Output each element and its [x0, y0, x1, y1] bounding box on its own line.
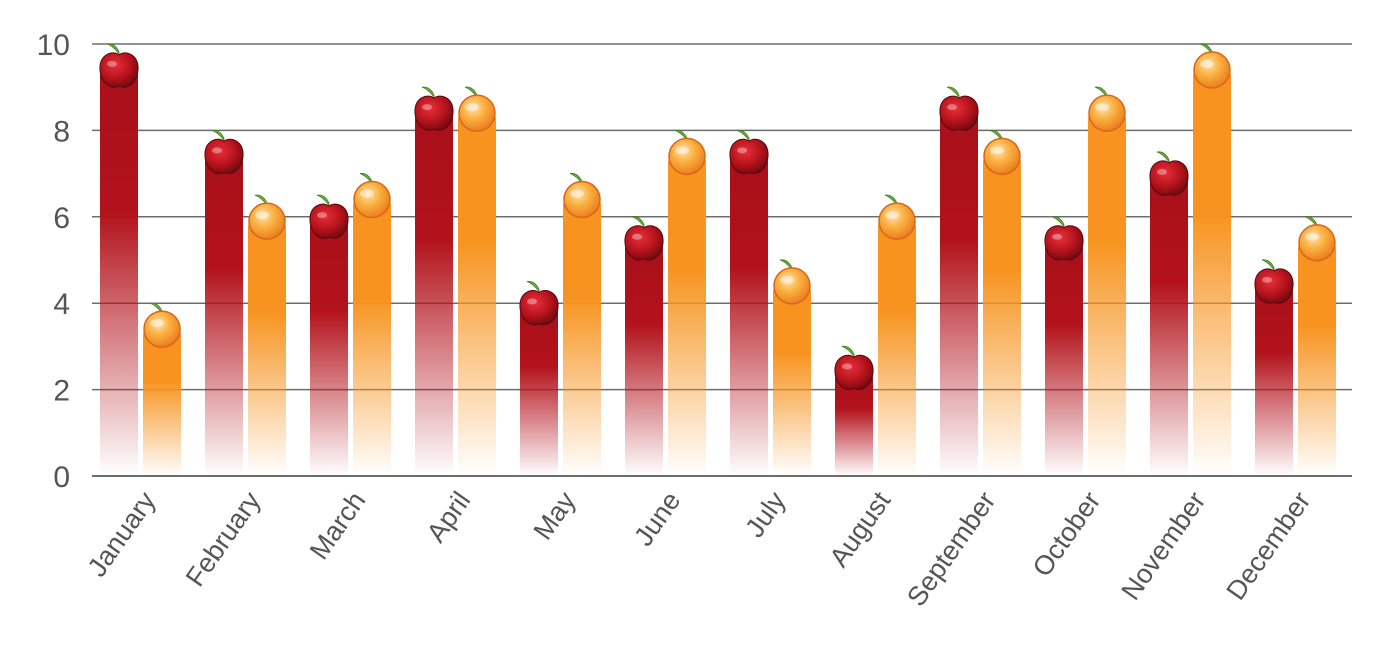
bar-february-apple [205, 156, 243, 476]
y-tick-label: 2 [53, 375, 70, 408]
bar-february-orange [248, 221, 286, 476]
orange-icon [1088, 86, 1126, 132]
orange-icon [983, 129, 1021, 176]
bar-march-apple [310, 221, 348, 476]
apple-icon [519, 281, 559, 326]
orange-icon [1298, 216, 1336, 262]
x-category-label: February [180, 486, 267, 592]
x-category-label: March [304, 486, 372, 565]
x-category-label: November [1115, 486, 1211, 605]
x-category-label: October [1027, 486, 1107, 582]
y-tick-label: 8 [53, 115, 70, 148]
apple-icon [99, 43, 139, 88]
apple-icon [414, 86, 454, 131]
orange-icon [248, 194, 286, 240]
x-category-label: April [421, 486, 477, 547]
orange-icon [773, 259, 811, 305]
bar-june-orange [668, 156, 706, 476]
bar-august-orange [878, 221, 916, 476]
x-category-label: June [628, 486, 686, 551]
y-tick-label: 10 [37, 29, 70, 62]
y-tick-label: 4 [53, 288, 70, 321]
apple-icon [204, 129, 244, 174]
bar-august-apple [835, 372, 873, 476]
bar-april-orange [458, 113, 496, 477]
orange-icon [563, 173, 601, 219]
y-axis-ticks: 0 2 4 6 8 10 [37, 29, 70, 494]
bar-october-apple [1045, 242, 1083, 476]
bar-october-orange [1088, 113, 1126, 477]
orange-icon [353, 173, 391, 219]
x-category-label: May [528, 486, 582, 545]
gridlines [92, 43, 1352, 477]
orange-icon [668, 129, 706, 176]
apple-icon [729, 129, 769, 174]
bar-may-apple [520, 307, 558, 476]
apple-icon [1044, 216, 1084, 261]
apple-icon [1254, 259, 1294, 304]
bars [99, 43, 1336, 477]
x-category-label: July [739, 486, 791, 543]
apple-icon [309, 194, 349, 239]
apple-icon [834, 345, 874, 390]
bar-march-orange [353, 199, 391, 476]
x-category-label: December [1220, 486, 1316, 605]
x-category-label: January [82, 486, 162, 582]
orange-icon [143, 302, 181, 348]
bar-september-apple [940, 113, 978, 477]
y-tick-label: 0 [53, 461, 70, 494]
bar-june-apple [625, 242, 663, 476]
bar-september-orange [983, 156, 1021, 476]
x-axis-labels: January February March April May June July Augu… [82, 486, 1317, 612]
orange-icon [458, 86, 496, 132]
orange-icon [1193, 43, 1231, 89]
x-category-label: August [824, 486, 897, 572]
bar-april-apple [415, 113, 453, 477]
orange-icon [878, 194, 916, 240]
apple-icon [1149, 151, 1189, 196]
bar-november-orange [1193, 69, 1231, 477]
bar-january-orange [143, 329, 181, 476]
bar-july-orange [773, 285, 811, 476]
bar-july-apple [730, 156, 768, 476]
apple-icon [624, 216, 664, 261]
bar-december-apple [1255, 285, 1293, 476]
bar-december-orange [1298, 242, 1336, 476]
bar-january-apple [100, 69, 138, 477]
bar-may-orange [563, 199, 601, 476]
apple-icon [939, 86, 979, 131]
y-tick-label: 6 [53, 202, 70, 235]
x-category-label: September [901, 486, 1001, 611]
bar-november-apple [1150, 177, 1188, 477]
